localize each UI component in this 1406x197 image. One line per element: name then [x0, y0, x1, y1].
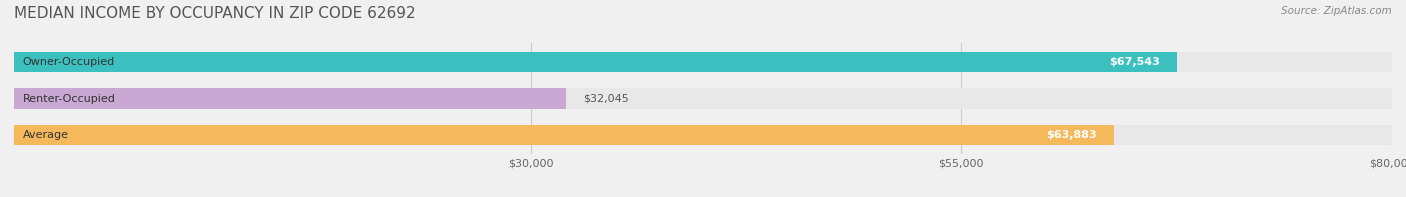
Bar — [14, 88, 1392, 109]
Bar — [14, 88, 567, 109]
Text: $67,543: $67,543 — [1109, 57, 1160, 67]
Text: $63,883: $63,883 — [1046, 130, 1097, 140]
Text: Average: Average — [22, 130, 69, 140]
Text: Renter-Occupied: Renter-Occupied — [22, 94, 115, 103]
Bar — [14, 125, 1392, 145]
Text: Source: ZipAtlas.com: Source: ZipAtlas.com — [1281, 6, 1392, 16]
Text: Owner-Occupied: Owner-Occupied — [22, 57, 115, 67]
Text: MEDIAN INCOME BY OCCUPANCY IN ZIP CODE 62692: MEDIAN INCOME BY OCCUPANCY IN ZIP CODE 6… — [14, 6, 416, 21]
Text: $32,045: $32,045 — [583, 94, 628, 103]
Bar — [14, 125, 1115, 145]
Bar — [14, 52, 1392, 72]
Bar — [14, 52, 1177, 72]
